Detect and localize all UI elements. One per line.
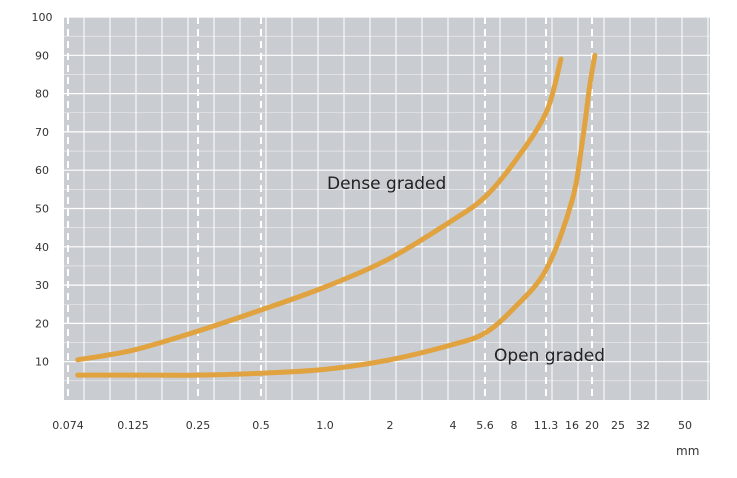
x-tick-label: 1.0 [316,419,334,432]
y-axis-ticks: 10 20 30 40 50 60 70 80 90 100 [32,11,53,369]
y-tick-label: 50 [35,203,49,216]
x-tick-label: 11.3 [534,419,559,432]
dense-graded-curve [75,56,564,363]
y-tick-label: 90 [35,49,49,62]
x-axis-unit: mm [676,444,699,458]
y-tick-label: 70 [35,126,49,139]
x-tick-label: 8 [511,419,518,432]
y-tick-label: 80 [35,88,49,101]
x-tick-label: 25 [611,419,625,432]
x-tick-label: 32 [636,419,650,432]
x-tick-label: 0.074 [52,419,84,432]
y-tick-label: 40 [35,241,49,254]
y-tick-label: 30 [35,279,49,292]
y-tick-label: 60 [35,164,49,177]
x-tick-label: 0.125 [117,419,149,432]
x-tick-label: 0.25 [186,419,211,432]
x-tick-label: 5.6 [476,419,494,432]
y-tick-label: 20 [35,317,49,330]
open-graded-label: Open graded [494,346,605,366]
x-tick-label: 4 [450,419,457,432]
grid-lines [64,16,710,400]
x-tick-label: 50 [678,419,692,432]
x-axis-ticks: 0.074 0.125 0.25 0.5 1.0 2 4 5.6 8 11.3 16 20 25 32 50 [52,419,692,432]
y-tick-label: 100 [32,11,53,24]
x-tick-label: 0.5 [252,419,270,432]
dense-graded-label: Dense graded [327,174,446,194]
y-tick-label: 10 [35,356,49,369]
x-tick-label: 16 [565,419,579,432]
x-tick-label: 2 [387,419,394,432]
x-tick-label: 20 [585,419,599,432]
curves [75,52,598,378]
open-graded-curve [75,52,598,378]
